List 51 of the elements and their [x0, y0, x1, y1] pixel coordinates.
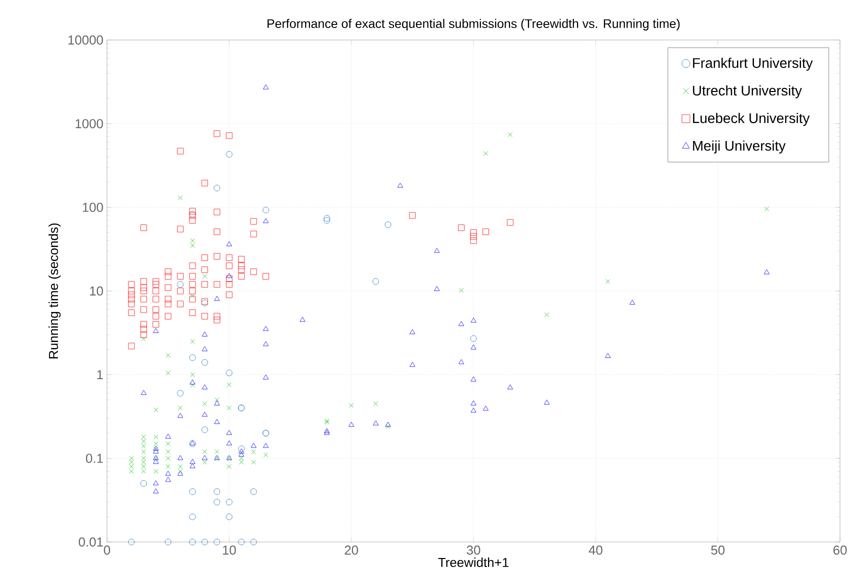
point: [226, 151, 232, 158]
point: [384, 221, 392, 228]
point: [250, 488, 257, 495]
point: [214, 498, 220, 506]
y-tick-label: 10: [90, 286, 103, 296]
legend-label: Frankfurt University: [693, 58, 813, 71]
point: [201, 538, 208, 546]
point: [189, 538, 196, 546]
point: [470, 335, 477, 342]
y-axis-title: Running time (seconds): [48, 223, 61, 358]
chart-title: Performance of exact sequential submissions (Treewidth vs. Running time): [268, 18, 680, 30]
point: [189, 354, 196, 361]
x-tick-label: 50: [711, 546, 725, 555]
legend-label: Luebeck University: [693, 112, 810, 126]
point: [372, 278, 380, 285]
y-tick-label: 1: [97, 370, 103, 380]
point: [250, 538, 257, 546]
x-axis-title: Treewidth+1: [438, 558, 508, 568]
x-tick-label: 0: [104, 546, 110, 555]
point: [214, 488, 220, 495]
point: [324, 217, 330, 224]
point: [226, 498, 232, 506]
y-tick-label: 10000: [68, 35, 103, 45]
legend-label: Meiji University: [693, 140, 786, 154]
x-tick-label: 10: [222, 546, 236, 555]
x-tick-label: 40: [588, 546, 602, 555]
point: [201, 426, 208, 433]
point: [226, 514, 232, 520]
point: [238, 446, 245, 452]
legend-label: Utrecht University: [692, 85, 802, 98]
point: [177, 281, 184, 288]
y-tick-label: 0.01: [78, 537, 103, 547]
point: [201, 359, 208, 366]
point: [324, 215, 330, 222]
point: [262, 206, 270, 214]
point: [128, 538, 135, 546]
point: [164, 538, 172, 546]
point: [177, 390, 184, 396]
x-tick-label: 30: [466, 546, 480, 555]
point: [140, 480, 147, 487]
x-tick-label: 20: [344, 546, 358, 555]
y-tick-label: 0.1: [86, 454, 103, 463]
x-tick-label: 60: [833, 546, 847, 555]
point: [238, 538, 245, 546]
point: [214, 538, 220, 546]
y-tick-label: 100: [82, 202, 103, 212]
y-tick-label: 1000: [76, 119, 103, 128]
point: [214, 184, 220, 192]
point: [189, 514, 196, 520]
point: [226, 370, 232, 376]
point: [189, 488, 196, 495]
